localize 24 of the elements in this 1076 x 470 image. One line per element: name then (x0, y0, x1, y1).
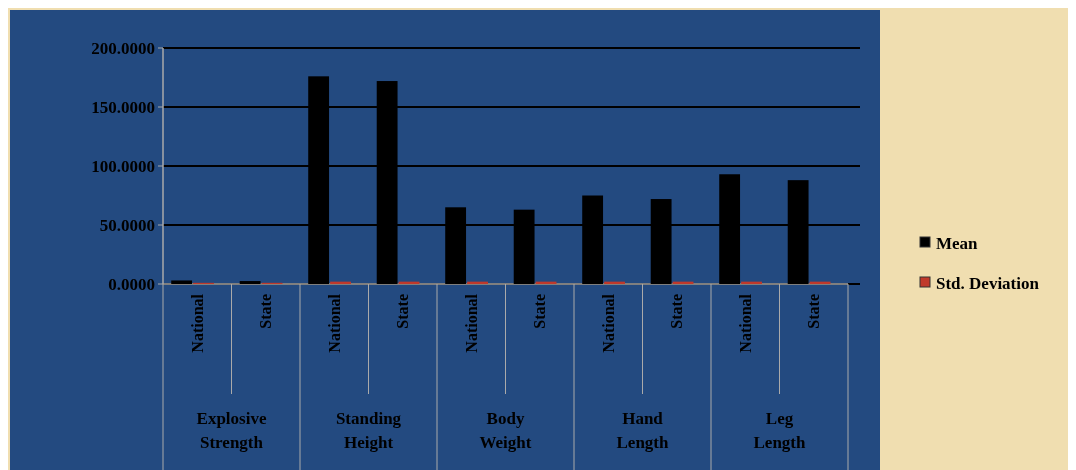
x-tick-label: State (668, 294, 686, 329)
x-tick-label: State (394, 294, 412, 329)
text: Leg Length (753, 409, 807, 452)
x-tick-label: National (599, 293, 617, 353)
y-tick-label: 200.0000 (91, 38, 155, 58)
y-tick-label: 50.0000 (99, 215, 155, 235)
bar (239, 281, 261, 284)
text: Hand Length (616, 409, 670, 452)
text: Explosive Strength (196, 409, 267, 452)
x-tick-label: State (531, 294, 549, 329)
x-tick-label: National (325, 293, 343, 353)
x-tick-label: State (257, 294, 275, 329)
x-tick-label: National (462, 293, 480, 353)
x-tick-label: State (805, 294, 823, 329)
y-tick-label: 0.0000 (108, 274, 155, 294)
y-tick-label: 150.0000 (91, 97, 155, 117)
text: Standing Height (335, 409, 402, 452)
x-tick-label: National (188, 293, 206, 353)
text: Body Weight (479, 409, 532, 452)
legend-label: Mean (936, 233, 979, 253)
bar (171, 280, 193, 284)
legend-label: Std. Deviation (936, 273, 1040, 293)
x-tick-label: National (736, 293, 754, 353)
y-tick-label: 100.0000 (91, 156, 155, 176)
